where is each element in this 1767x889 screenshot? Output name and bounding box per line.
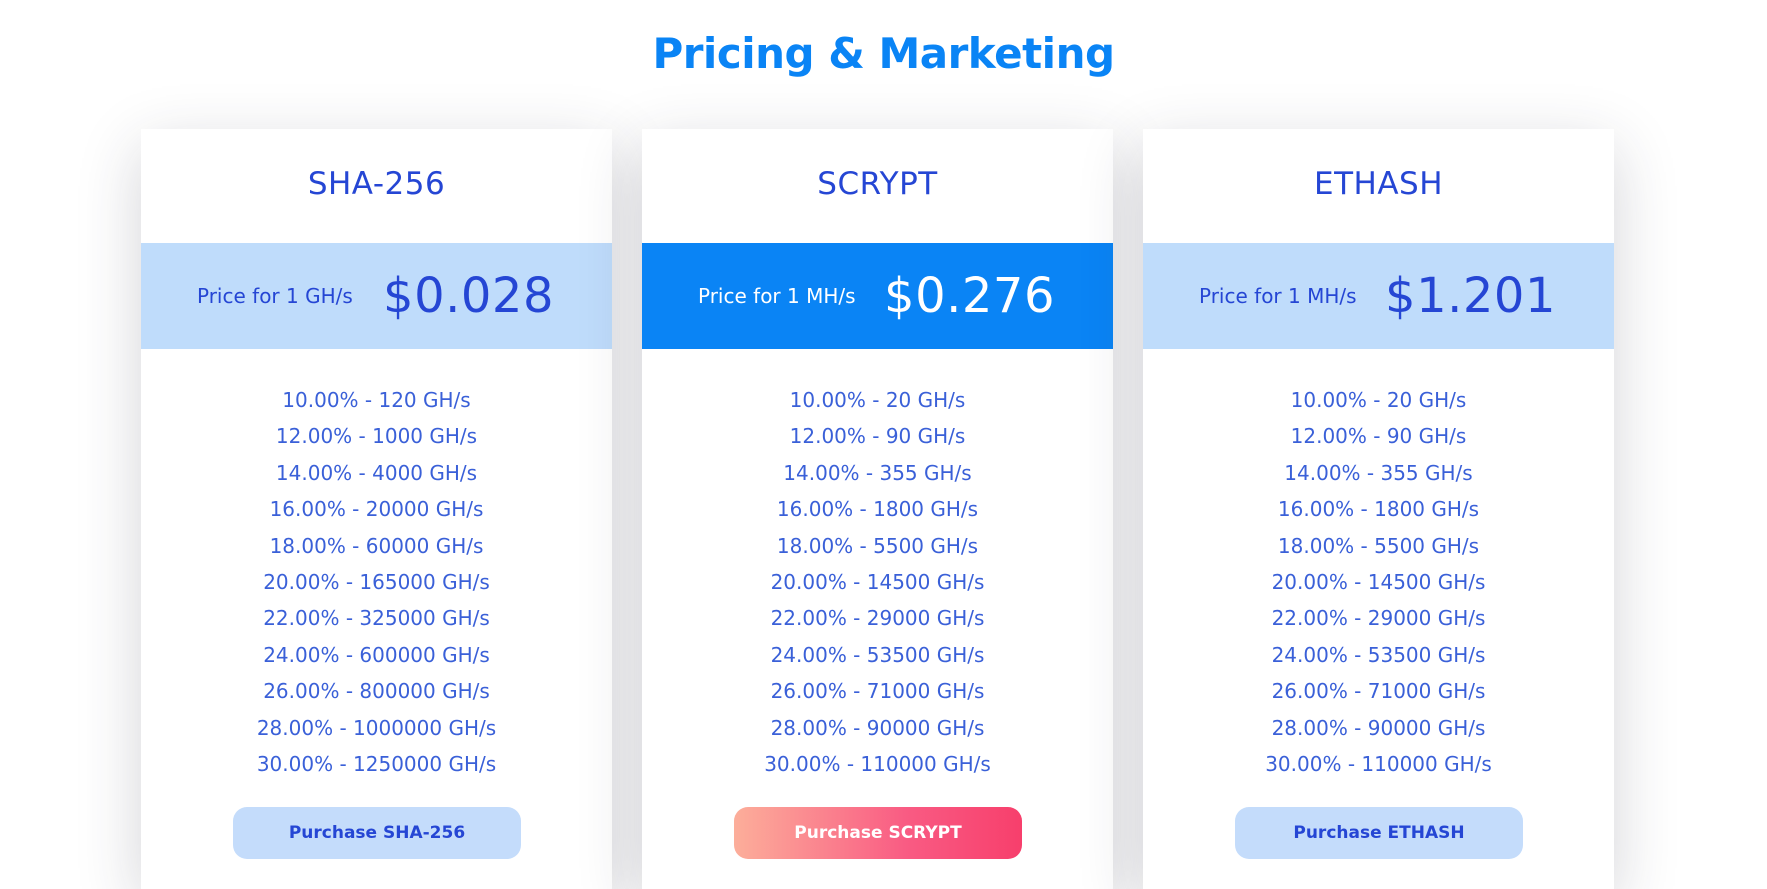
tier-item: 22.00% - 325000 GH/s [263,606,490,631]
tier-item: 28.00% - 90000 GH/s [1271,715,1486,740]
purchase-ethash-button[interactable]: Purchase ETHASH [1235,807,1523,859]
tier-item: 22.00% - 29000 GH/s [770,606,985,631]
tier-item: 12.00% - 90 GH/s [1290,424,1467,449]
tier-list: 10.00% - 20 GH/s 12.00% - 90 GH/s 14.00%… [1143,382,1614,782]
tier-item: 26.00% - 71000 GH/s [770,679,985,704]
tier-item: 10.00% - 120 GH/s [282,388,471,412]
tier-item: 30.00% - 1250000 GH/s [256,751,497,776]
tier-item: 20.00% - 165000 GH/s [263,569,490,594]
price-value: $1.201 [1385,268,1556,324]
tier-item: 10.00% - 20 GH/s [1290,388,1467,412]
tier-item: 20.00% - 14500 GH/s [770,569,985,594]
tier-item: 14.00% - 4000 GH/s [275,460,478,485]
price-label: Price for 1 MH/s [698,284,856,308]
tier-list: 10.00% - 120 GH/s 12.00% - 1000 GH/s 14.… [141,382,612,782]
price-value: $0.028 [383,268,554,324]
plan-card-ethash: ETHASH Price for 1 MH/s $1.201 10.00% - … [1143,129,1614,889]
price-label: Price for 1 GH/s [197,284,353,308]
tier-item: 12.00% - 1000 GH/s [275,424,478,449]
tier-item: 18.00% - 60000 GH/s [269,533,484,558]
tier-item: 24.00% - 53500 GH/s [1271,642,1486,667]
plan-card-scrypt: SCRYPT Price for 1 MH/s $0.276 10.00% - … [642,129,1113,889]
tier-item: 24.00% - 600000 GH/s [263,642,490,667]
tier-item: 12.00% - 90 GH/s [789,424,966,449]
tier-item: 10.00% - 20 GH/s [789,388,966,412]
tier-item: 18.00% - 5500 GH/s [1277,533,1480,558]
tier-item: 20.00% - 14500 GH/s [1271,569,1486,594]
price-value: $0.276 [884,268,1055,324]
tier-item: 28.00% - 90000 GH/s [770,715,985,740]
price-band: Price for 1 GH/s $0.028 [141,243,612,349]
price-band: Price for 1 MH/s $0.276 [642,243,1113,349]
page-title: Pricing & Marketing [652,29,1115,78]
tier-item: 14.00% - 355 GH/s [1284,460,1473,485]
price-label: Price for 1 MH/s [1199,284,1357,308]
tier-item: 18.00% - 5500 GH/s [776,533,979,558]
purchase-scrypt-button[interactable]: Purchase SCRYPT [734,807,1022,859]
tier-item: 16.00% - 1800 GH/s [1277,497,1480,522]
tier-item: 28.00% - 1000000 GH/s [256,715,497,740]
tier-item: 30.00% - 110000 GH/s [764,751,991,776]
tier-item: 30.00% - 110000 GH/s [1265,751,1492,776]
plan-name: SCRYPT [817,166,938,202]
plan-name: SHA-256 [307,166,446,202]
price-band: Price for 1 MH/s $1.201 [1143,243,1614,349]
tier-item: 22.00% - 29000 GH/s [1271,606,1486,631]
plan-name: ETHASH [1313,166,1444,202]
pricing-plans: SHA-256 Price for 1 GH/s $0.028 10.00% -… [141,129,1626,889]
tier-item: 16.00% - 20000 GH/s [269,497,484,522]
tier-item: 14.00% - 355 GH/s [783,460,972,485]
tier-item: 16.00% - 1800 GH/s [776,497,979,522]
plan-card-sha256: SHA-256 Price for 1 GH/s $0.028 10.00% -… [141,129,612,889]
tier-item: 26.00% - 800000 GH/s [263,679,490,704]
purchase-sha256-button[interactable]: Purchase SHA-256 [233,807,521,859]
tier-item: 24.00% - 53500 GH/s [770,642,985,667]
tier-list: 10.00% - 20 GH/s 12.00% - 90 GH/s 14.00%… [642,382,1113,782]
tier-item: 26.00% - 71000 GH/s [1271,679,1486,704]
